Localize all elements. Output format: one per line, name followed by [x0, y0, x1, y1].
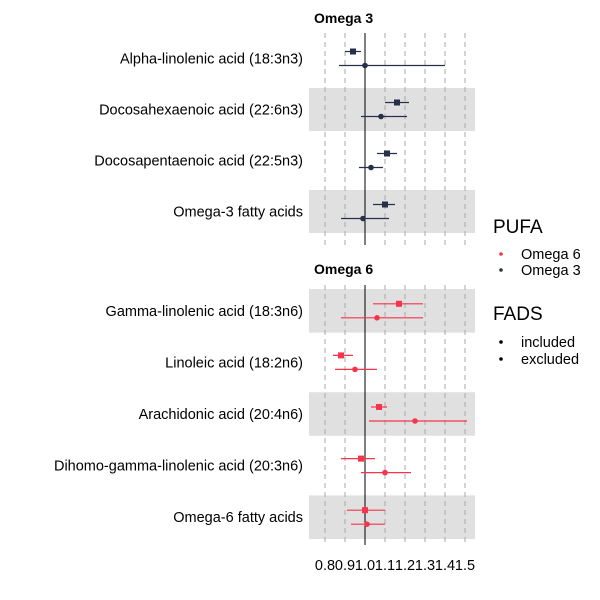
legend-swatch [499, 357, 503, 361]
legend-label: included [521, 335, 575, 351]
point-estimate-excluded [378, 113, 384, 120]
legend-swatch [499, 252, 503, 256]
point-estimate-included [338, 352, 344, 359]
panel-title: Omega 6 [314, 261, 373, 277]
row-label: Omega-6 fatty acids [173, 510, 303, 526]
x-tick-label: 0.9 [335, 558, 355, 574]
point-estimate-included [376, 404, 382, 410]
legend-label: excluded [521, 352, 579, 368]
row-label: Docosapentaenoic acid (22:5n3) [94, 154, 303, 170]
legend-swatch [499, 340, 503, 344]
row-label: Alpha-linolenic acid (18:3n3) [120, 52, 303, 68]
legend-label: Omega 3 [521, 263, 581, 279]
row-label: Gamma-linolenic acid (18:3n6) [106, 304, 303, 320]
legend-label: Omega 6 [521, 247, 581, 263]
row-label: Arachidonic acid (20:4n6) [139, 407, 303, 423]
x-tick-label: 0.8 [315, 558, 335, 574]
point-estimate-excluded [360, 215, 366, 222]
point-estimate-excluded [362, 62, 368, 69]
point-estimate-included [384, 150, 390, 157]
row-shading-band [309, 495, 475, 539]
x-tick-label: 1.4 [435, 558, 455, 574]
row-shading-band [309, 88, 475, 131]
point-estimate-included [358, 455, 364, 462]
panel-1: Omega 3 Alpha-linolenic acid (18:3n3) Doco… [94, 10, 475, 245]
x-tick-label: 1.5 [455, 558, 475, 574]
x-tick-label: 1.2 [395, 558, 415, 574]
point-estimate-excluded [368, 164, 374, 171]
legend-swatch [499, 268, 503, 272]
point-estimate-excluded [352, 366, 358, 373]
row-shading-band [309, 190, 475, 233]
point-estimate-excluded [382, 469, 388, 476]
panel-2: Omega 6 Gamma-linolenic acid (18:3n6) Lino… [54, 261, 475, 545]
point-estimate-included [350, 48, 356, 55]
row-label: Docosahexaenoic acid (22:6n3) [99, 103, 303, 119]
legend-title-fads: FADS [493, 304, 543, 325]
row-label: Omega-3 fatty acids [173, 205, 303, 221]
x-tick-label: 1.3 [415, 558, 435, 574]
x-tick-label: 1.1 [375, 558, 395, 574]
point-estimate-included [396, 300, 402, 307]
point-estimate-excluded [374, 315, 380, 321]
point-estimate-excluded [364, 521, 370, 527]
panel-title: Omega 3 [314, 10, 373, 26]
row-label: Linoleic acid (18:2n6) [165, 355, 303, 371]
point-estimate-excluded [412, 418, 418, 424]
point-estimate-included [394, 99, 400, 106]
row-label: Dihomo-gamma-linolenic acid (20:3n6) [54, 459, 303, 475]
legend-title-pufa: PUFA [493, 217, 543, 238]
point-estimate-included [382, 201, 388, 208]
point-estimate-included [362, 507, 368, 514]
x-axis: 0.8 0.9 1.0 1.1 1.2 1.3 1.4 1.5 [315, 558, 475, 574]
row-shading-band [309, 392, 475, 436]
x-tick-label: 1.0 [355, 558, 375, 574]
row-shading-band [309, 289, 475, 333]
